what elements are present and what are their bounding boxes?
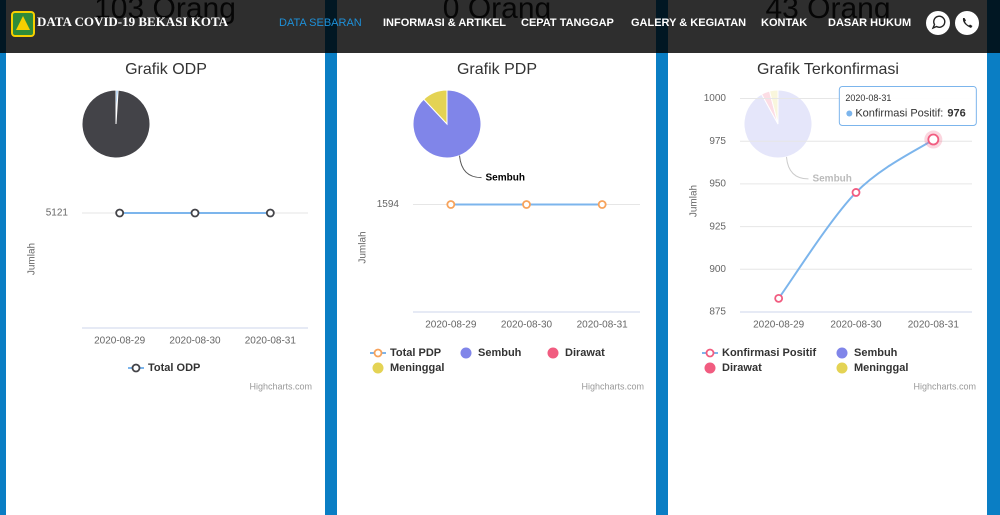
pie	[81, 89, 151, 159]
whatsapp-button[interactable]	[926, 11, 950, 35]
pie-slice	[423, 89, 448, 126]
marker	[597, 200, 607, 209]
chart: Grafik Terkonfirmasi Sembuh 875 900 925 950 97…	[689, 61, 977, 391]
legend-label[interactable]: Total ODP	[148, 362, 200, 374]
panel	[6, 0, 325, 515]
legend-symbol	[131, 363, 141, 373]
y-tick-label: 1000	[704, 93, 727, 104]
logo	[11, 11, 35, 37]
chart-title: Grafik ODP	[125, 61, 207, 78]
legend-label[interactable]: Sembuh	[854, 347, 898, 359]
tooltip-value: 976	[947, 107, 965, 119]
tooltip	[838, 86, 977, 127]
tooltip-label: Konfirmasi Positif:	[855, 107, 943, 119]
pie-connector	[459, 155, 482, 179]
y-tick-label: 950	[709, 179, 726, 190]
tooltip-header: 2020-08-31	[845, 93, 891, 103]
legend-label[interactable]: Sembuh	[478, 347, 522, 359]
chart-title: Grafik PDP	[457, 61, 537, 78]
nav-item[interactable]: DATA SEBARAN	[279, 17, 362, 29]
pie-label: Sembuh	[812, 174, 851, 185]
pie-slice	[760, 90, 779, 125]
y-tick-label: 925	[709, 221, 726, 232]
y-tick-label: 5121	[46, 208, 69, 219]
panel	[337, 0, 656, 515]
legend-label[interactable]: Konfirmasi Positif	[722, 347, 816, 359]
x-tick-label: 2020-08-31	[577, 320, 629, 331]
legend-symbol	[836, 347, 848, 359]
navbar	[0, 0, 1000, 53]
pie	[412, 89, 482, 159]
phone-icon	[962, 18, 973, 28]
pie-connector	[785, 156, 809, 180]
pie-label: Sembuh	[486, 172, 525, 183]
legend-label[interactable]: Total PDP	[390, 347, 441, 359]
credits: Highcharts.com	[581, 381, 644, 391]
x-tick-label: 2020-08-30	[830, 320, 882, 331]
legend-label[interactable]: Dirawat	[722, 362, 762, 374]
nav-item[interactable]: DASAR HUKUM	[828, 17, 911, 29]
whatsapp-icon	[931, 15, 946, 30]
x-tick-label: 2020-08-29	[94, 336, 146, 347]
x-tick-label: 2020-08-29	[425, 320, 477, 331]
marker	[851, 188, 861, 197]
y-tick-label: 1594	[377, 199, 400, 210]
charts: Grafik ODP 5121 Jumlah 2020-08-29 2020-08-30…	[27, 61, 977, 391]
marker	[190, 208, 200, 218]
nav-item[interactable]: GALERY & KEGIATAN	[631, 17, 746, 29]
legend-symbol	[547, 347, 559, 359]
site-title: DATA COVID-19 BEKASI KOTA	[37, 14, 229, 29]
y-axis-label: Jumlah	[27, 243, 38, 275]
pie	[743, 89, 813, 159]
marker	[774, 293, 784, 303]
y-tick-label: 975	[709, 136, 726, 147]
x-tick-label: 2020-08-31	[245, 336, 297, 347]
marker	[265, 208, 275, 218]
marker	[115, 208, 125, 218]
y-axis-label: Jumlah	[689, 185, 700, 217]
y-axis-label: Jumlah	[358, 231, 369, 263]
nav-item[interactable]: CEPAT TANGGAP	[521, 17, 614, 29]
legend-symbol	[704, 362, 716, 374]
legend-symbol	[373, 348, 383, 358]
legend-symbol	[836, 362, 848, 374]
credits: Highcharts.com	[913, 381, 976, 391]
x-tick-label: 2020-08-31	[908, 320, 960, 331]
chart: Grafik PDP Sembuh 1594 Jumlah 2020-08-29 2020…	[358, 61, 644, 391]
legend-symbol	[372, 362, 384, 374]
chart: Grafik ODP 5121 Jumlah 2020-08-29 2020-08-30…	[27, 61, 312, 391]
logo-icon	[16, 16, 30, 30]
legend-label[interactable]: Dirawat	[565, 347, 605, 359]
phone-button[interactable]	[955, 11, 979, 35]
x-tick-label: 2020-08-30	[501, 320, 553, 331]
pie-slice	[81, 89, 151, 159]
marker	[927, 133, 940, 146]
nav-item[interactable]: INFORMASI & ARTIKEL	[383, 17, 506, 29]
nav: DATA SEBARAN INFORMASI & ARTIKEL CEPAT TAN…	[279, 17, 911, 29]
marker	[446, 200, 456, 209]
x-tick-label: 2020-08-29	[753, 320, 805, 331]
y-tick-label: 875	[709, 307, 726, 318]
chart-title: Grafik Terkonfirmasi	[757, 61, 899, 78]
x-tick-label: 2020-08-30	[169, 336, 221, 347]
credits: Highcharts.com	[249, 381, 312, 391]
legend-label[interactable]: Meninggal	[390, 362, 444, 374]
legend-symbol	[460, 347, 472, 359]
panel	[668, 0, 987, 515]
legend-label[interactable]: Meninggal	[854, 362, 908, 374]
legend-symbol	[705, 348, 715, 358]
tooltip-dot	[846, 110, 853, 117]
nav-item[interactable]: KONTAK	[761, 17, 807, 29]
marker	[522, 200, 531, 209]
y-tick-label: 900	[709, 264, 726, 275]
